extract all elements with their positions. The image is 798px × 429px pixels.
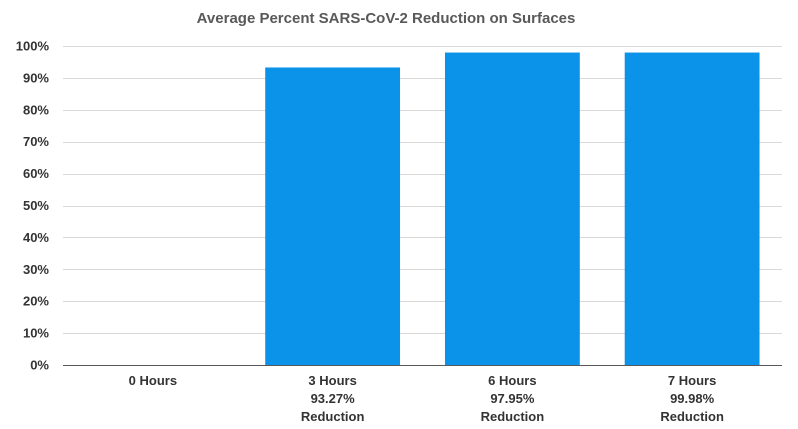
y-tick-label: 50% (23, 198, 49, 213)
x-category-label: Reduction (660, 409, 724, 424)
y-tick-label: 10% (23, 326, 49, 341)
y-tick-label: 70% (23, 134, 49, 149)
x-category-label: 0 Hours (129, 373, 177, 388)
y-tick-label: 0% (30, 358, 49, 373)
x-category-label: 97.95% (490, 391, 535, 406)
y-tick-label: 90% (23, 70, 49, 85)
x-category-label: 93.27% (311, 391, 356, 406)
bar (265, 67, 401, 366)
x-category-label: 7 Hours (668, 373, 716, 388)
x-category-label: Reduction (481, 409, 545, 424)
y-tick-label: 100% (16, 39, 50, 54)
bars (265, 52, 760, 366)
y-tick-label: 20% (23, 294, 49, 309)
y-tick-label: 60% (23, 166, 49, 181)
bar (444, 52, 580, 366)
x-category-label: 99.98% (670, 391, 715, 406)
bar (624, 52, 760, 366)
x-category-label: 6 Hours (488, 373, 536, 388)
y-tick-label: 30% (23, 262, 49, 277)
y-tick-label: 40% (23, 230, 49, 245)
x-axis-category-labels: 0 Hours 3 Hours 93.27% Reduction 6 Hours 97.9… (129, 373, 724, 424)
gridlines (63, 46, 782, 334)
x-category-label: Reduction (301, 409, 365, 424)
y-axis-tick-labels: 0% 10% 20% 30% 40% 50% 60% 70% 80% 90% 100% (16, 39, 50, 373)
x-category-label: 3 Hours (308, 373, 356, 388)
chart-title: Average Percent SARS-CoV-2 Reduction on … (197, 10, 576, 27)
y-tick-label: 80% (23, 102, 49, 117)
